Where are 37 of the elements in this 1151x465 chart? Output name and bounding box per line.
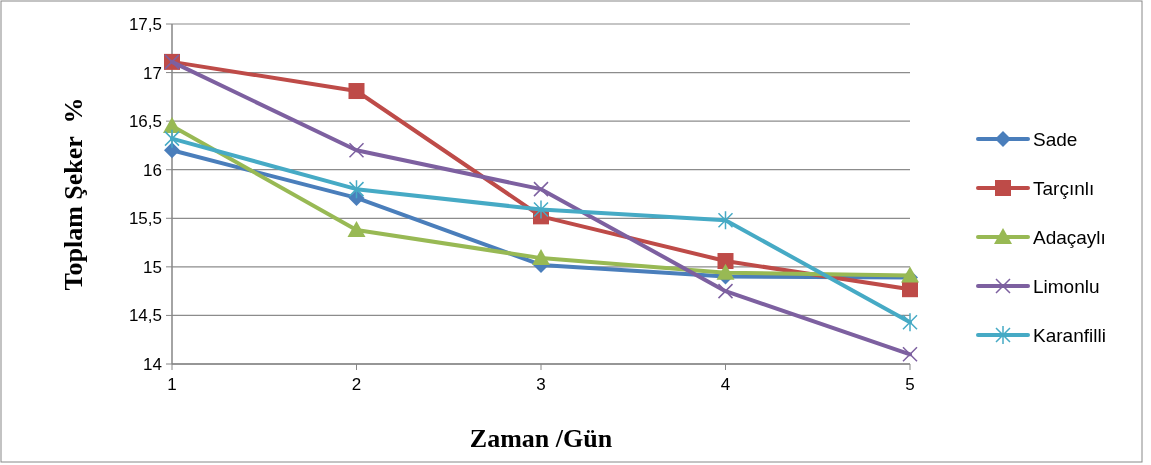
point xyxy=(348,179,365,199)
point xyxy=(902,312,918,332)
y-axis-title: Toplam Şeker % xyxy=(59,97,88,291)
x-tick-label: 3 xyxy=(536,375,546,394)
y-tick-label: 16 xyxy=(143,160,162,180)
point xyxy=(533,181,549,197)
legend-label: Karanfilli xyxy=(1033,324,1106,346)
legend-label: Limonlu xyxy=(1033,275,1100,297)
point xyxy=(533,199,549,220)
y-tick-label: 14,5 xyxy=(128,306,162,326)
point xyxy=(163,117,181,133)
x-tick-label: 1 xyxy=(167,375,177,394)
x-tick-label: 4 xyxy=(720,375,731,394)
y-tick-label: 15,5 xyxy=(128,209,162,229)
point xyxy=(532,249,550,266)
point xyxy=(902,346,918,363)
y-tick-label: 15 xyxy=(143,257,162,277)
point xyxy=(717,283,734,299)
point xyxy=(164,128,180,149)
legend-label: Tarçınlı xyxy=(1033,177,1095,199)
x-tick-label: 2 xyxy=(351,375,362,394)
x-axis-title: Zaman /Gün xyxy=(469,424,613,453)
point xyxy=(348,83,365,100)
point xyxy=(348,189,365,206)
point xyxy=(347,220,366,237)
y-tick-label: 16,5 xyxy=(128,112,162,132)
point xyxy=(348,142,365,159)
point xyxy=(164,142,180,159)
y-tick-label: 17,5 xyxy=(128,14,162,34)
y-tick-label: 17 xyxy=(143,63,162,83)
x-tick-label: 5 xyxy=(905,375,915,394)
point xyxy=(717,210,734,230)
y-tick-label: 14 xyxy=(143,354,162,374)
legend-label: Adaçaylı xyxy=(1033,226,1106,248)
legend-label: Sade xyxy=(1033,128,1078,150)
point xyxy=(717,253,734,270)
point xyxy=(716,263,735,280)
